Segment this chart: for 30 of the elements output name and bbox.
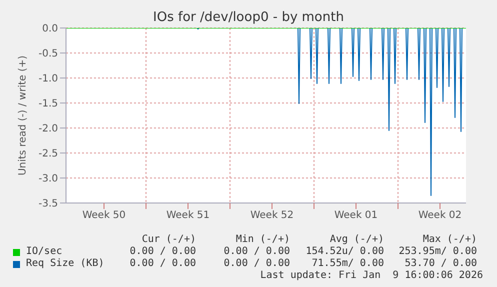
y-tick-label: -3.5: [38, 198, 58, 210]
text: 253.95m/ 0.00: [398, 246, 477, 257]
text: Cur (-/+): [140, 234, 196, 245]
x-tick-label: Week 50: [82, 210, 126, 222]
text: 0.00 / 0.00: [130, 258, 196, 269]
text: 53.70 / 0.00: [404, 258, 477, 269]
text: Max (-/+): [422, 234, 477, 245]
y-tick-label: -1.0: [38, 74, 58, 85]
y-axis-title: Units read (-) / write (+): [18, 55, 29, 176]
legend-label: Req Size (KB): [26, 258, 104, 269]
x-tick-label: Week 51: [166, 210, 210, 222]
text: Min (-/+): [236, 234, 290, 245]
legend-label: IO/sec: [26, 246, 62, 257]
y-tick-label: -2.5: [38, 148, 58, 160]
y-tick-label: -3.0: [38, 174, 58, 185]
y-tick-label: -2.0: [38, 124, 58, 135]
y-tick-label: -0.5: [38, 48, 58, 60]
x-tick-label: Week 52: [250, 210, 294, 222]
text: 0.00 / 0.00: [224, 246, 290, 257]
text: 0.00 / 0.00: [128, 246, 196, 257]
text: Avg (-/+): [330, 234, 384, 245]
x-tick-label: Week 01: [334, 210, 378, 222]
text: 0.00 / 0.00: [224, 258, 290, 269]
y-tick-label: -1.5: [38, 98, 58, 110]
text: 154.52u/ 0.00: [306, 246, 384, 257]
text: Last update: Fri Jan 9 16:00:06 2026: [259, 270, 483, 281]
text: 71.55m/ 0.00: [312, 258, 384, 269]
chart-title: IOs for /dev/loop0 - by month: [152, 10, 345, 25]
y-tick-label: 0.0: [42, 24, 58, 35]
x-tick-label: Week 02: [418, 210, 462, 222]
